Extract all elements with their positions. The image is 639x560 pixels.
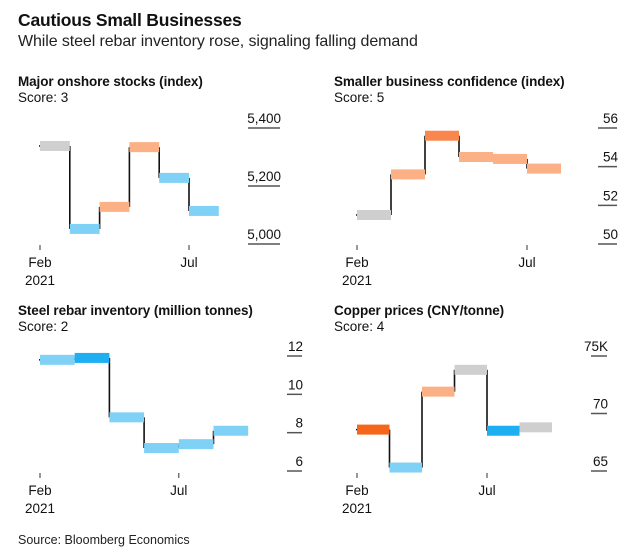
rebar-bar-mar xyxy=(74,352,110,363)
confidence-x-tick-label: Feb xyxy=(345,255,368,270)
panel-score-rebar: Score: 2 xyxy=(18,319,69,334)
stocks-x-tick-sublabel: 2021 xyxy=(25,273,55,288)
confidence-bar-may xyxy=(459,152,493,162)
panel-title-confidence: Smaller business confidence (index) xyxy=(334,74,565,89)
panel-score-copper: Score: 4 xyxy=(334,319,385,334)
confidence-bar-jun xyxy=(493,153,527,164)
chart-title: Cautious Small Businesses xyxy=(18,10,242,30)
rebar-bar-jul xyxy=(213,425,249,436)
rebar-x-tick-label: Feb xyxy=(28,483,51,498)
source-note: Source: Bloomberg Economics xyxy=(18,533,190,547)
rebar-y-tick-label: 12 xyxy=(288,339,303,354)
rebar-bar-jun xyxy=(178,439,214,450)
copper-x-tick-label: Jul xyxy=(478,483,495,498)
stocks-bar-apr xyxy=(99,201,130,212)
stocks-bar-may xyxy=(129,142,160,153)
rebar-bar-may xyxy=(144,443,179,453)
chart-subtitle: While steel rebar inventory rose, signal… xyxy=(18,33,418,50)
copper-x-tick-sublabel: 2021 xyxy=(342,501,372,516)
copper-y-tick-label: 65 xyxy=(593,454,608,469)
rebar-bar-feb xyxy=(40,354,75,365)
stocks-y-tick-label: 5,200 xyxy=(247,169,281,184)
confidence-y-tick-label: 54 xyxy=(603,150,619,165)
copper-bar-jul xyxy=(519,422,552,433)
stocks-bar-jun xyxy=(159,172,189,183)
panel-score-confidence: Score: 5 xyxy=(334,90,385,105)
panel-title-stocks: Major onshore stocks (index) xyxy=(18,74,203,89)
stocks-bar-feb xyxy=(40,140,70,151)
confidence-y-tick-label: 52 xyxy=(603,188,618,203)
confidence-y-tick-label: 50 xyxy=(603,227,618,242)
copper-x-tick-label: Feb xyxy=(345,483,368,498)
confidence-x-tick-sublabel: 2021 xyxy=(342,273,372,288)
rebar-x-tick-label: Jul xyxy=(170,483,187,498)
confidence-bar-mar xyxy=(391,169,425,180)
copper-bar-jun xyxy=(487,425,520,436)
panel-title-copper: Copper prices (CNY/tonne) xyxy=(334,303,505,318)
rebar-y-tick-label: 10 xyxy=(288,377,303,392)
stocks-bar-jul xyxy=(189,205,219,216)
rebar-bar-apr xyxy=(109,412,145,423)
stocks-x-tick-label: Feb xyxy=(28,255,51,270)
rebar-x-tick-sublabel: 2021 xyxy=(25,501,55,516)
rebar-y-tick-label: 6 xyxy=(295,454,303,469)
copper-bar-apr xyxy=(422,386,455,397)
copper-y-tick-label: 75K xyxy=(584,339,608,354)
confidence-x-tick-label: Jul xyxy=(518,255,535,270)
copper-bar-feb xyxy=(357,424,390,435)
confidence-bar-jul xyxy=(527,163,561,174)
copper-bar-mar xyxy=(389,462,422,473)
panel-title-rebar: Steel rebar inventory (million tonnes) xyxy=(18,303,253,318)
stocks-x-tick-label: Jul xyxy=(180,255,197,270)
copper-y-tick-label: 70 xyxy=(593,397,608,412)
copper-bar-may xyxy=(454,364,487,375)
rebar-y-tick-label: 8 xyxy=(295,416,303,431)
stocks-y-tick-label: 5,000 xyxy=(247,227,281,242)
stocks-bar-mar xyxy=(69,223,100,234)
confidence-bar-feb xyxy=(357,210,391,220)
stocks-y-tick-label: 5,400 xyxy=(247,111,281,126)
confidence-y-tick-label: 56 xyxy=(603,111,618,126)
confidence-bar-apr xyxy=(425,130,459,141)
panel-score-stocks: Score: 3 xyxy=(18,90,69,105)
